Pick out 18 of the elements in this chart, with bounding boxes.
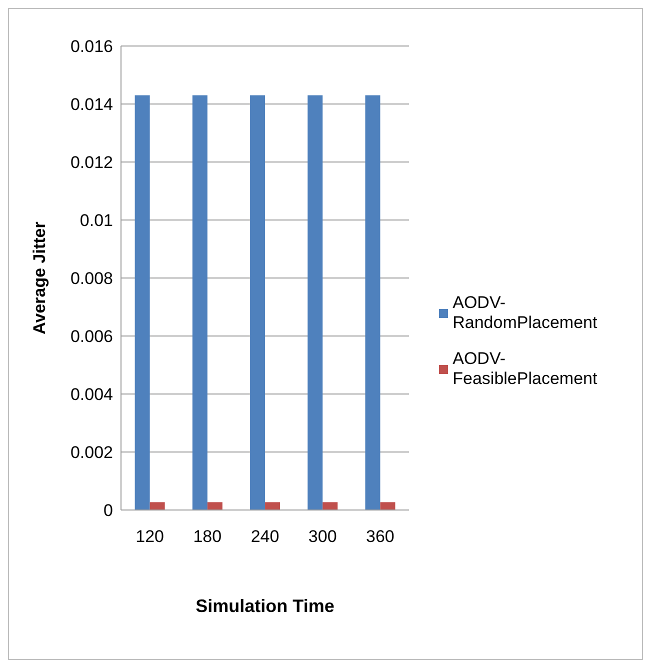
x-axis-title: Simulation Time [196,596,334,616]
y-tick-label: 0.016 [70,37,113,56]
legend-label: AODV-FeasiblePlacement [452,349,598,389]
x-tick-label: 240 [250,527,280,546]
legend-label: AODV-RandomPlacement [452,293,598,333]
y-tick-label: 0 [104,501,113,520]
y-tick-label: 0.002 [70,443,113,462]
y-axis-title: Average Jitter [30,221,50,334]
x-tick-label: 120 [136,527,164,546]
x-tick-label: 300 [308,527,337,546]
y-tick-label: 0.014 [70,95,113,114]
y-tick-label: 0.004 [70,385,113,404]
x-tick-label: 360 [366,527,394,546]
x-tick-label: 180 [193,527,222,546]
y-tick-label: 0.012 [70,153,113,172]
y-tick-label: 0.006 [70,327,113,346]
y-tick-label: 0.01 [80,211,113,230]
y-tick-label: 0.008 [70,269,113,288]
